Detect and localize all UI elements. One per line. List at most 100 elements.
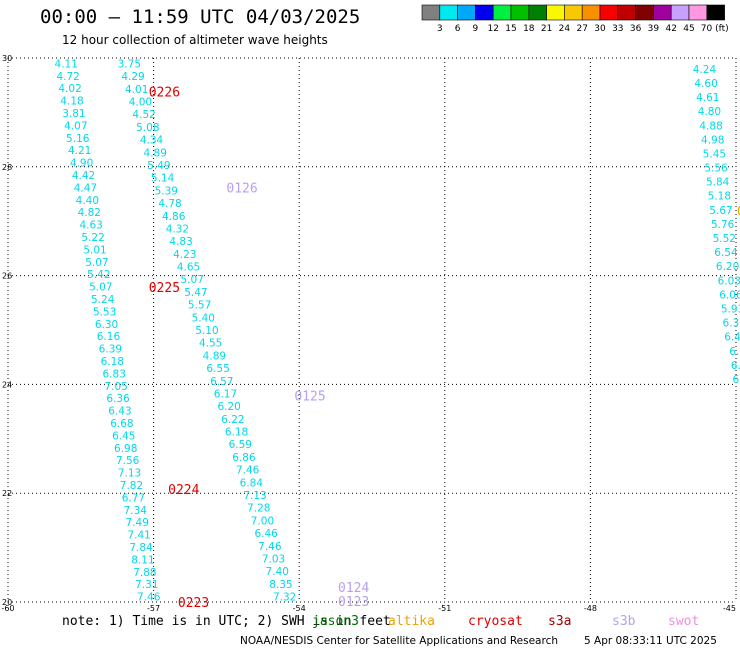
wave-height-value: 6.43 [108, 406, 131, 418]
wave-height-value: 5.01 [83, 244, 106, 256]
wave-height-value: 3.81 [62, 108, 85, 120]
wave-height-value: 4.86 [162, 211, 186, 223]
colorscale-swatch [617, 4, 636, 21]
wave-height-value: 6.83 [103, 368, 126, 380]
y-tick-label: 24 [2, 380, 12, 389]
colorscale-label: 6 [455, 24, 461, 34]
wave-height-value: 6.54 [714, 247, 738, 259]
wave-height-value: 4.78 [158, 198, 181, 210]
wave-height-value: 5.14 [151, 173, 175, 185]
colorscale-swatch [510, 4, 530, 21]
wave-height-value: 3.75 [118, 58, 141, 70]
wave-height-value: 4.89 [203, 350, 226, 362]
wave-height-value: 7.34 [124, 505, 148, 517]
credit-right: 5 Apr 08:33:11 UTC 2025 [584, 635, 717, 647]
wave-height-value: 4.98 [701, 134, 724, 146]
wave-height-value: 6.5 [729, 346, 740, 358]
colorscale-label: 27 [576, 24, 587, 34]
wave-height-value: 4.01 [125, 84, 148, 96]
wave-height-value: 4.80 [698, 106, 721, 118]
wave-height-value: 5.08 [136, 122, 159, 134]
wave-height-value: 4.90 [70, 158, 93, 170]
wave-height-value: 4.00 [129, 97, 152, 109]
colorscale-label: 36 [630, 24, 642, 34]
colorscale-swatch [528, 4, 547, 21]
wave-height-value: 4.72 [56, 71, 79, 83]
y-tick-label: 28 [2, 163, 12, 172]
pass-label: 0223 [178, 596, 209, 611]
page-title: 00:00 – 11:59 UTC 04/03/2025 [40, 6, 361, 28]
wave-height-value: 6.84 [240, 477, 264, 489]
pass-label: 0 [737, 204, 740, 219]
pass-label: 0224 [168, 483, 199, 498]
wave-height-value: 4.11 [55, 58, 78, 70]
wave-height-value: 4.89 [144, 147, 167, 159]
colorscale-swatch [635, 4, 654, 21]
colorscale-label: 45 [683, 24, 694, 34]
colorscale-label: 33 [612, 24, 623, 34]
wave-height-value: 4.42 [72, 170, 95, 182]
colorscale-swatch [457, 4, 476, 21]
wave-height-value: 5.07 [181, 274, 204, 286]
wave-height-value: 6.45 [112, 430, 135, 442]
wave-height-value: 7.82 [120, 480, 143, 492]
wave-height-value: 7.88 [133, 567, 156, 579]
colorscale-label: 39 [648, 24, 660, 34]
wave-height-value: 6.6 [731, 360, 740, 372]
wave-height-value: 7.46 [258, 541, 282, 553]
wave-height-value: 5.47 [184, 287, 207, 299]
colorscale-swatch [670, 4, 690, 21]
wave-height-value: 6.77 [122, 492, 145, 504]
colorscale-swatch [688, 4, 708, 21]
pass-label: 0125 [294, 389, 325, 404]
wave-height-value: 6.68 [110, 418, 133, 430]
wave-height-tracks: 4.114.724.024.183.814.075.164.214.904.42… [55, 58, 740, 603]
wave-height-value: 6.18 [101, 356, 124, 368]
axis-tick-labels: -60 -57 -54 -51 -48 -45 20 22 24 26 28 30 [1, 54, 736, 613]
wave-height-value: 6.57 [210, 376, 233, 388]
wave-height-value: 6.20 [217, 401, 240, 413]
wave-height-value: 7.13 [118, 468, 141, 480]
note-prefix: note: 1) Time is in UTC; 2) SWH is in fe… [62, 614, 391, 629]
wave-height-value: 5.16 [66, 133, 90, 145]
colorscale-label: 12 [487, 24, 498, 34]
colorscale-label: 9 [473, 24, 479, 34]
colorscale-swatch [564, 4, 583, 21]
wave-height-value: 4.83 [169, 236, 192, 248]
wave-height-value: 5.07 [89, 282, 112, 294]
pass-label: 0226 [149, 86, 180, 101]
x-tick-label: -48 [584, 604, 597, 613]
pass-label: 0225 [149, 281, 180, 296]
note-text: note: 1) Time is in UTC; 2) SWH is in fe… [62, 614, 699, 629]
wave-height-value: 4.29 [121, 71, 144, 83]
wave-height-value: 6.17 [214, 388, 237, 400]
colorscale-swatch [492, 4, 512, 21]
wave-height-value: 6.46 [254, 528, 278, 540]
footer: note: 1) Time is in UTC; 2) SWH is in fe… [62, 614, 717, 647]
pass-label: 0126 [226, 181, 257, 196]
wave-height-value: 6.35 [723, 318, 740, 330]
wave-height-value: 7.00 [251, 515, 274, 527]
page-subtitle: 12 hour collection of altimeter wave hei… [62, 33, 328, 47]
wave-height-value: 6.16 [97, 331, 121, 343]
wave-height-value: 4.21 [68, 145, 91, 157]
colorscale-label: 21 [541, 24, 552, 34]
x-tick-label: -60 [1, 604, 14, 613]
wave-height-value: 7.03 [262, 553, 285, 565]
wave-height-value: 4.32 [166, 223, 189, 235]
wave-height-value: 5.53 [93, 306, 116, 318]
colorscale-label: 3 [437, 24, 443, 34]
wave-height-value: 7.40 [266, 566, 289, 578]
satellite-legend-altika: altika [388, 614, 435, 629]
wave-height-value: 5.39 [155, 185, 178, 197]
wave-height-value: 5.24 [91, 294, 115, 306]
y-tick-label: 30 [2, 54, 12, 63]
colorscale-label: 18 [523, 24, 535, 34]
wave-height-value: 5.57 [188, 300, 211, 312]
satellite-legend-s3a: s3a [548, 614, 571, 629]
x-tick-label: -54 [293, 604, 306, 613]
wave-height-value: 7.32 [273, 592, 296, 604]
wave-height-value: 5.52 [713, 233, 736, 245]
x-tick-label: -45 [723, 604, 736, 613]
